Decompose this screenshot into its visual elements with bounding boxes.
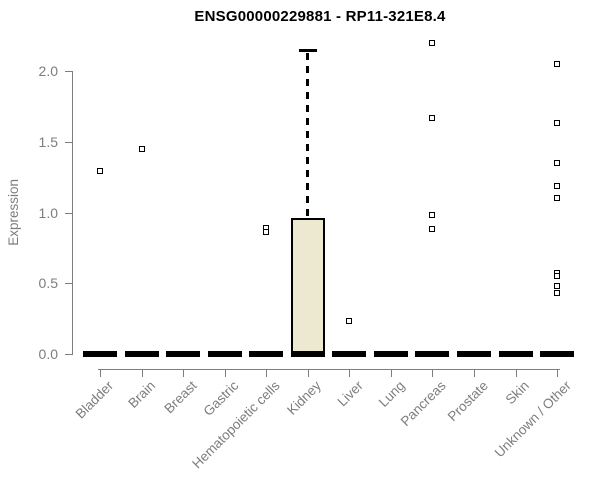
outlier-unknown-other xyxy=(554,60,561,67)
y-axis-tick xyxy=(65,354,72,355)
box-lung xyxy=(373,351,408,357)
box-prostate xyxy=(456,351,491,357)
outlier-unknown-other xyxy=(554,283,561,290)
y-axis-tick xyxy=(65,283,72,285)
x-label-gastric: Gastric xyxy=(200,378,242,419)
outlier-pancreas xyxy=(429,39,436,46)
outlier-unknown-other xyxy=(554,182,561,189)
x-label-breast: Breast xyxy=(161,378,200,417)
x-axis-tick xyxy=(557,370,559,377)
outlier-unknown-other xyxy=(554,273,561,280)
x-axis-tick xyxy=(473,370,475,377)
box-skin xyxy=(498,351,533,357)
x-axis-tick xyxy=(100,370,101,377)
y-tick-label-0-5: 0.5 xyxy=(38,275,58,292)
x-axis-tick xyxy=(515,370,517,377)
box-gastric xyxy=(207,351,242,357)
outlier-pancreas xyxy=(429,226,436,233)
y-axis-tick xyxy=(65,212,72,214)
x-axis-tick xyxy=(266,370,268,377)
x-label-prostate: Prostate xyxy=(444,378,491,425)
x-axis-tick xyxy=(390,370,392,377)
outlier-unknown-other xyxy=(554,290,561,297)
x-axis-tick xyxy=(183,370,185,377)
whisker-cap-kidney xyxy=(298,48,317,52)
box-unknown-other xyxy=(540,351,575,357)
x-label-pancreas: Pancreas xyxy=(398,378,450,429)
x-label-liver: Liver xyxy=(334,378,366,410)
box-kidney xyxy=(290,218,325,354)
x-axis-tick xyxy=(141,370,143,377)
y-axis-tick xyxy=(65,141,72,143)
y-tick-label-0: 0.0 xyxy=(38,346,58,362)
outlier-liver xyxy=(346,318,353,325)
box-pancreas xyxy=(415,351,450,357)
y-axis-line xyxy=(72,71,73,355)
y-axis-title: Expression xyxy=(4,125,22,300)
median-kidney xyxy=(290,351,325,357)
x-label-skin: Skin xyxy=(502,378,533,408)
y-tick-label-1: 1.0 xyxy=(38,204,58,221)
x-label-kidney: Kidney xyxy=(284,378,325,418)
outlier-unknown-other xyxy=(554,195,561,202)
box-bladder xyxy=(83,351,117,357)
x-axis-line xyxy=(98,369,561,370)
y-axis-tick xyxy=(65,71,72,72)
outlier-pancreas xyxy=(429,114,436,121)
x-label-brain: Brain xyxy=(125,378,159,411)
x-axis-tick xyxy=(224,370,226,377)
whisker-kidney xyxy=(306,52,310,219)
outlier-unknown-other xyxy=(554,120,561,127)
y-tick-label-1-5: 1.5 xyxy=(38,133,58,150)
y-axis-title-text: Expression xyxy=(5,179,21,246)
y-tick-label-2: 2.0 xyxy=(38,63,58,79)
x-axis-tick xyxy=(307,370,309,377)
box-brain xyxy=(124,351,159,357)
box-hematopoietic-cells xyxy=(249,351,284,357)
box-breast xyxy=(166,351,201,357)
x-axis-tick xyxy=(349,370,351,377)
outlier-pancreas xyxy=(429,212,436,219)
x-label-unknown-other: Unknown / Other xyxy=(491,378,574,461)
box-liver xyxy=(332,351,367,357)
x-axis-tick xyxy=(432,370,434,377)
outlier-brain xyxy=(138,145,145,152)
chart-title: ENSG00000229881 - RP11-321E8.4 xyxy=(194,8,446,25)
outlier-unknown-other xyxy=(554,159,561,166)
outlier-bladder xyxy=(97,168,103,175)
outlier-hematopoietic-cells xyxy=(263,229,270,236)
x-label-lung: Lung xyxy=(375,378,408,410)
x-label-bladder: Bladder xyxy=(73,378,117,422)
